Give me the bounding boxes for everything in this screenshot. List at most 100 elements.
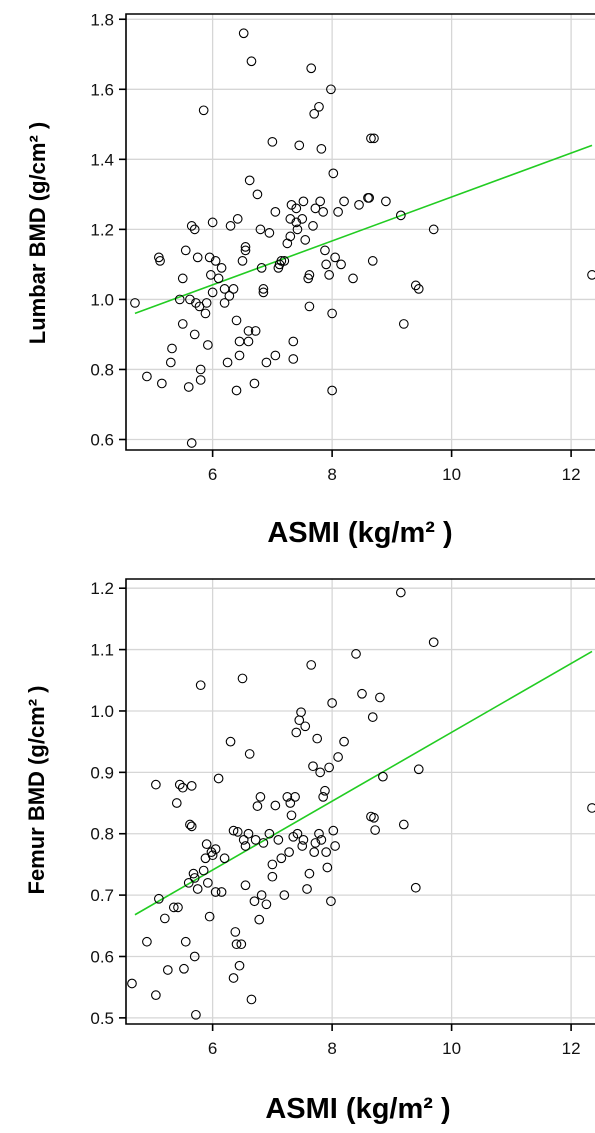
data-point xyxy=(174,779,185,790)
data-point xyxy=(320,785,330,796)
data-point xyxy=(306,660,317,670)
data-point xyxy=(310,203,321,214)
data-point xyxy=(292,224,303,235)
data-point xyxy=(398,819,409,830)
data-point xyxy=(151,779,161,790)
data-point xyxy=(291,727,302,738)
data-point xyxy=(296,707,306,718)
data-point xyxy=(410,280,421,291)
data-point xyxy=(315,196,326,207)
data-point xyxy=(285,214,296,224)
data-point xyxy=(326,84,336,95)
y-tick-label: 1.2 xyxy=(90,579,114,598)
gridlines xyxy=(126,579,595,1024)
data-point xyxy=(224,291,235,301)
data-point xyxy=(173,902,183,913)
data-point xyxy=(234,336,245,347)
x-tick-label: 12 xyxy=(562,465,581,484)
data-point xyxy=(328,825,339,836)
data-point xyxy=(203,340,213,350)
data-point xyxy=(183,382,194,392)
axes: 0.5 0.6 0.7 0.8 0.9 1.0 1.1 1.2 6 8 10 12 xyxy=(90,578,595,1058)
data-point xyxy=(177,782,188,793)
y-tick-label: 1.0 xyxy=(90,290,114,309)
y-axis-title: Lumbar BMD (g/cm² ) xyxy=(25,122,50,344)
data-point xyxy=(314,101,324,112)
data-point xyxy=(228,825,239,836)
data-point xyxy=(291,203,302,214)
data-point xyxy=(210,256,221,266)
data-point xyxy=(327,698,337,708)
data-point xyxy=(312,733,323,744)
data-point xyxy=(326,896,336,907)
data-point xyxy=(375,692,385,703)
data-point xyxy=(364,193,375,203)
data-point xyxy=(322,862,333,873)
x-tick-label: 10 xyxy=(442,465,461,484)
data-point xyxy=(201,839,212,850)
y-axis-title: Femur BMD (g/cm² ) xyxy=(24,686,49,895)
data-point xyxy=(213,273,224,284)
data-point xyxy=(210,887,221,897)
x-tick-label: 12 xyxy=(562,1039,581,1058)
data-point xyxy=(264,828,275,839)
data-point xyxy=(171,798,182,808)
data-point xyxy=(238,28,249,39)
y-tick-label: 0.5 xyxy=(90,1009,114,1028)
data-point xyxy=(183,877,194,888)
data-point xyxy=(191,1009,201,1020)
x-axis-title: ASMI (kg/m² ) xyxy=(265,1093,450,1125)
data-point xyxy=(222,357,233,368)
data-point xyxy=(165,357,176,368)
data-point xyxy=(246,56,257,67)
data-point xyxy=(244,749,255,759)
data-point xyxy=(216,263,227,273)
data-point xyxy=(180,245,191,256)
data-point xyxy=(302,884,312,894)
data-point xyxy=(151,990,161,1001)
data-point xyxy=(244,175,255,186)
data-point xyxy=(238,835,249,845)
data-point xyxy=(328,168,339,179)
data-point xyxy=(203,877,213,888)
data-point xyxy=(333,207,343,217)
data-point xyxy=(318,792,329,802)
data-point xyxy=(264,228,275,238)
y-tick-label: 1.8 xyxy=(90,10,114,29)
data-point xyxy=(279,256,290,266)
x-axis-title: ASMI (kg/m² ) xyxy=(267,517,452,549)
data-point xyxy=(207,217,218,228)
data-point xyxy=(258,838,269,848)
data-point xyxy=(324,270,334,280)
data-point xyxy=(127,978,137,989)
data-point xyxy=(321,847,331,857)
data-point xyxy=(256,263,267,273)
data-point xyxy=(369,133,379,144)
y-tick-label: 0.6 xyxy=(90,430,114,449)
y-tick-label: 1.1 xyxy=(90,641,114,660)
data-point xyxy=(205,270,216,280)
data-point xyxy=(297,841,308,851)
data-point xyxy=(286,810,297,821)
data-point xyxy=(285,798,296,808)
data-point xyxy=(330,841,340,851)
data-point xyxy=(167,343,177,354)
data-point xyxy=(243,336,254,347)
data-point xyxy=(252,801,263,811)
data-point xyxy=(200,308,211,319)
y-tick-label: 0.6 xyxy=(90,947,114,966)
data-point xyxy=(189,951,200,962)
data-point xyxy=(189,224,200,235)
data-point xyxy=(232,827,243,837)
data-point xyxy=(298,835,309,845)
fit-line-group xyxy=(134,650,593,916)
data-point xyxy=(297,214,308,224)
data-point xyxy=(316,835,327,845)
data-point xyxy=(398,319,409,329)
data-point xyxy=(292,828,303,839)
data-point xyxy=(240,245,251,256)
data-point xyxy=(186,780,197,791)
data-point xyxy=(189,329,200,340)
x-tick-label: 8 xyxy=(327,1039,336,1058)
data-point xyxy=(327,308,337,319)
